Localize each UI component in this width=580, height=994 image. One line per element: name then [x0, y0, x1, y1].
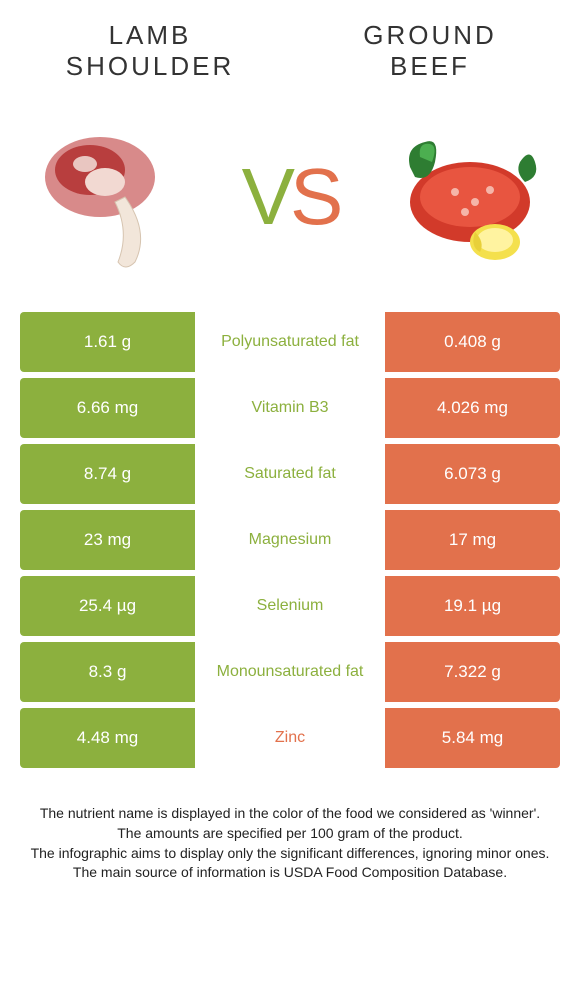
value-left: 4.48 mg: [20, 708, 195, 768]
value-right: 19.1 µg: [385, 576, 560, 636]
title-left: LAMB SHOULDER: [40, 20, 260, 82]
footnote-line: The nutrient name is displayed in the co…: [20, 804, 560, 824]
header: LAMB SHOULDER GROUND BEEF: [0, 0, 580, 92]
value-right: 5.84 mg: [385, 708, 560, 768]
nutrient-label: Vitamin B3: [195, 378, 385, 438]
value-left: 8.74 g: [20, 444, 195, 504]
footnotes: The nutrient name is displayed in the co…: [0, 774, 580, 882]
table-row: 8.74 gSaturated fat6.073 g: [20, 444, 560, 504]
ground-beef-image: [380, 112, 550, 282]
table-row: 23 mgMagnesium17 mg: [20, 510, 560, 570]
value-left: 6.66 mg: [20, 378, 195, 438]
value-right: 0.408 g: [385, 312, 560, 372]
vs-label: VS: [242, 151, 339, 243]
table-row: 4.48 mgZinc5.84 mg: [20, 708, 560, 768]
nutrient-label: Magnesium: [195, 510, 385, 570]
value-left: 25.4 µg: [20, 576, 195, 636]
table-row: 25.4 µgSelenium19.1 µg: [20, 576, 560, 636]
table-row: 6.66 mgVitamin B34.026 mg: [20, 378, 560, 438]
table-row: 1.61 gPolyunsaturated fat0.408 g: [20, 312, 560, 372]
footnote-line: The amounts are specified per 100 gram o…: [20, 824, 560, 844]
title-right: GROUND BEEF: [320, 20, 540, 82]
nutrient-table: 1.61 gPolyunsaturated fat0.408 g6.66 mgV…: [0, 312, 580, 768]
value-left: 8.3 g: [20, 642, 195, 702]
value-left: 1.61 g: [20, 312, 195, 372]
value-left: 23 mg: [20, 510, 195, 570]
nutrient-label: Zinc: [195, 708, 385, 768]
vs-v: V: [242, 152, 290, 241]
table-row: 8.3 gMonounsaturated fat7.322 g: [20, 642, 560, 702]
value-right: 7.322 g: [385, 642, 560, 702]
value-right: 4.026 mg: [385, 378, 560, 438]
nutrient-label: Polyunsaturated fat: [195, 312, 385, 372]
nutrient-label: Monounsaturated fat: [195, 642, 385, 702]
nutrient-label: Selenium: [195, 576, 385, 636]
lamb-shoulder-image: [30, 112, 200, 282]
value-right: 6.073 g: [385, 444, 560, 504]
nutrient-label: Saturated fat: [195, 444, 385, 504]
value-right: 17 mg: [385, 510, 560, 570]
footnote-line: The infographic aims to display only the…: [20, 844, 560, 864]
hero-row: VS: [0, 92, 580, 312]
footnote-line: The main source of information is USDA F…: [20, 863, 560, 883]
vs-s: S: [290, 152, 338, 241]
